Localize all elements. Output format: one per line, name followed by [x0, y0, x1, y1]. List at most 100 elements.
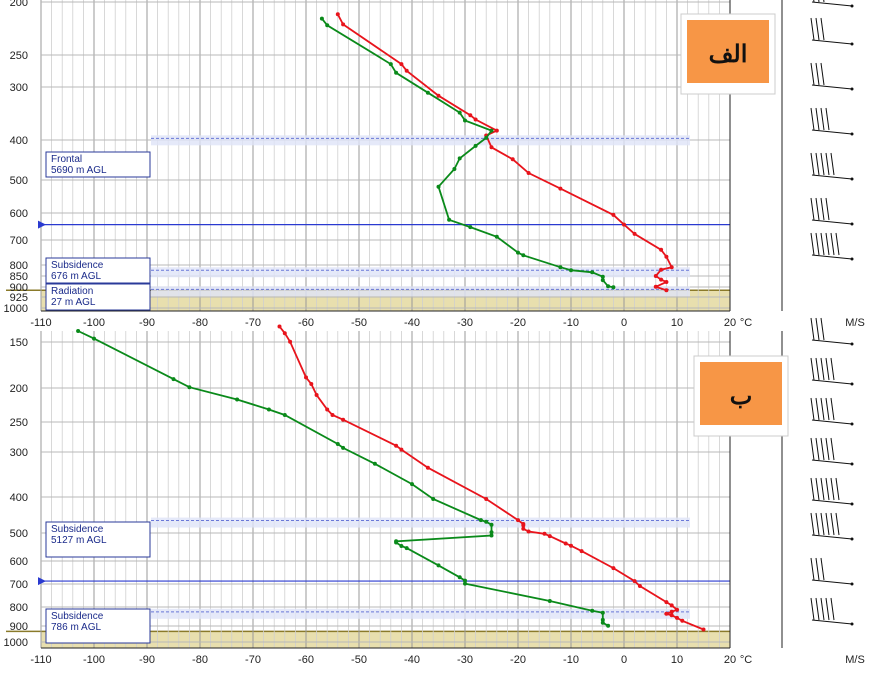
series-point — [341, 417, 346, 422]
marker-arrow — [38, 577, 46, 586]
series-point — [388, 62, 393, 67]
series-point — [569, 543, 573, 548]
series-point — [637, 584, 642, 588]
series-point — [171, 377, 176, 382]
wind-barb-flag — [820, 62, 825, 86]
series-point — [489, 128, 494, 133]
series-point — [468, 113, 473, 118]
wind-barb-flag — [825, 152, 830, 176]
wind-barb-flag — [810, 512, 815, 536]
layer-band — [151, 608, 690, 619]
series-point — [606, 623, 611, 628]
wind-barb-point — [850, 382, 854, 386]
series-point — [675, 607, 679, 612]
x-tick-label: 0 — [621, 654, 627, 666]
wind-barb-flag — [830, 477, 835, 501]
wind-barb-shaft — [811, 339, 853, 345]
series-point — [304, 375, 308, 380]
x-tick-label: -110 — [30, 317, 51, 329]
panel-label-box — [700, 362, 782, 425]
series-point — [611, 566, 616, 571]
series-point — [664, 254, 669, 259]
series-point — [399, 544, 404, 548]
plot-area — [41, 331, 730, 648]
x-tick-label: 0 — [621, 317, 627, 329]
series-point — [436, 563, 441, 568]
wind-barb-flag — [815, 152, 820, 176]
layer-height: 5127 m AGL — [51, 535, 107, 546]
layer-height: 5690 m AGL — [51, 165, 107, 176]
series-point — [325, 23, 330, 28]
plot-area — [41, 0, 730, 311]
wind-barb-point — [850, 342, 854, 346]
series-point — [579, 549, 584, 554]
series-point — [600, 617, 605, 622]
series-point — [457, 575, 462, 580]
series-point — [76, 329, 81, 333]
wind-barb-shaft — [811, 534, 853, 540]
series-point — [590, 270, 595, 275]
series-point — [394, 70, 399, 75]
y-tick-label: 900 — [10, 621, 28, 633]
series-point — [341, 445, 346, 450]
x-tick-label: -70 — [245, 317, 261, 329]
series-point — [452, 167, 457, 171]
y-tick-label: 700 — [10, 235, 28, 247]
wind-unit-label: M/S — [845, 654, 865, 666]
y-tick-label: 600 — [10, 556, 28, 568]
wind-barb-flag — [810, 357, 815, 381]
wind-barb-flag — [820, 557, 825, 581]
series-point — [526, 529, 531, 534]
y-tick-label: 925 — [10, 292, 28, 304]
series-point — [547, 599, 552, 603]
wind-barb-point — [850, 177, 854, 181]
wind-barb-flag — [825, 437, 830, 461]
wind-barb-shaft — [811, 459, 853, 465]
x-tick-label: -20 — [510, 654, 526, 666]
wind-barb-flag — [810, 152, 815, 176]
series-point — [653, 274, 658, 278]
wind-barb-flag — [820, 357, 825, 381]
wind-barb-flag — [810, 197, 815, 221]
series-point — [521, 253, 526, 258]
x-tick-label: 10 — [671, 317, 683, 329]
wind-barb-flag — [815, 17, 820, 41]
wind-barb-flag — [830, 437, 835, 461]
wind-barb-flag — [820, 477, 825, 501]
wind-barb-flag — [810, 597, 815, 621]
wind-barb-flag — [830, 357, 835, 381]
series-point — [282, 331, 287, 336]
wind-barb-shaft — [811, 254, 853, 260]
wind-barb-flag — [815, 397, 820, 421]
x-tick-label: -60 — [298, 317, 314, 329]
wind-barb-point — [850, 222, 854, 226]
wind-barb-flag — [810, 317, 815, 341]
wind-barb-flag — [818, 0, 820, 3]
series-point — [664, 280, 669, 284]
series-point — [309, 382, 314, 386]
series-point — [489, 533, 494, 538]
wind-barb-flag — [815, 232, 820, 256]
layer-label-box — [45, 257, 151, 284]
wind-barb-flag — [835, 232, 840, 256]
wind-barb-flag — [820, 232, 825, 256]
x-tick-label: -110 — [30, 654, 51, 666]
series-point — [436, 93, 441, 98]
x-tick-label: -40 — [404, 654, 420, 666]
series-point — [547, 534, 552, 539]
x-tick-label: -20 — [510, 317, 526, 329]
x-tick-label: -70 — [245, 654, 261, 666]
series-point — [669, 265, 674, 270]
series-point — [489, 145, 494, 150]
x-tick-label: -50 — [351, 317, 367, 329]
series-point — [314, 393, 319, 397]
x-tick-label: -90 — [139, 654, 155, 666]
series-point — [569, 268, 573, 273]
series-point — [457, 110, 462, 115]
y-tick-label: 200 — [10, 0, 28, 9]
series-point — [664, 288, 669, 293]
wind-barb-shaft — [811, 379, 853, 385]
series-point — [494, 128, 499, 133]
y-tick-label: 1000 — [4, 637, 28, 649]
wind-barb-shaft — [811, 39, 853, 45]
